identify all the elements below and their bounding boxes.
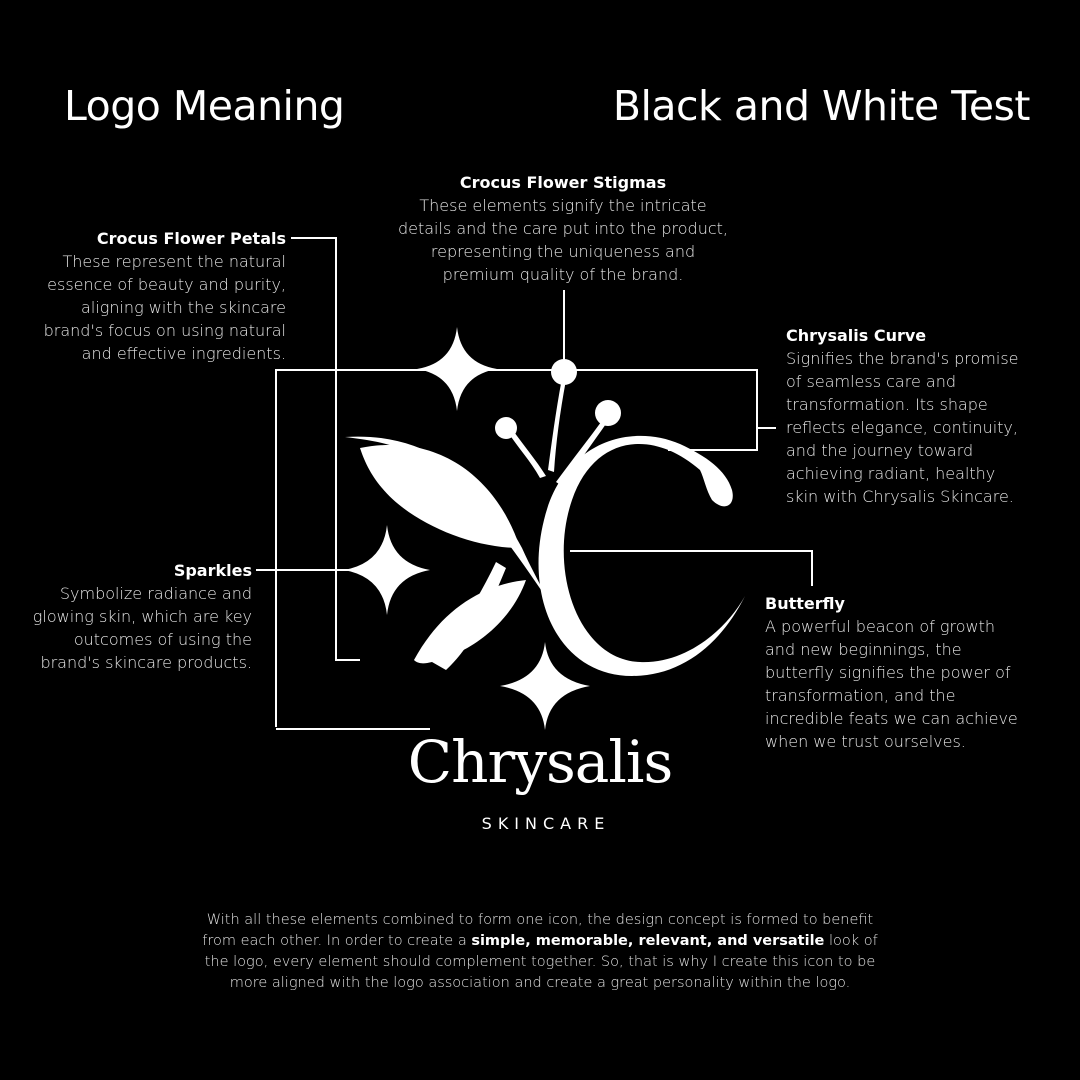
stigma-head-right bbox=[595, 400, 621, 426]
stigma-head-left bbox=[495, 417, 517, 439]
annotation-petals-title: Crocus Flower Petals bbox=[96, 229, 286, 248]
annotation-butterfly: Butterfly A powerful beacon of growth an… bbox=[765, 592, 1065, 753]
sparkle-icon bbox=[417, 327, 497, 411]
stigma-stem-center bbox=[548, 378, 566, 472]
concept-text-part2: look of the logo, every element should c… bbox=[204, 932, 878, 991]
leader-line-petals-lower bbox=[335, 437, 360, 661]
logo-meaning-heading: Logo Meaning bbox=[64, 82, 345, 130]
annotation-curve-body: Signifies the brand's promise of seamles… bbox=[786, 349, 1019, 506]
stigma-stem-left bbox=[508, 429, 546, 478]
chrysalis-logo-icon bbox=[345, 359, 745, 676]
diagonal-stroke bbox=[432, 562, 506, 670]
black-and-white-test-heading: Black and White Test bbox=[612, 82, 1031, 130]
annotation-stigmas-title: Crocus Flower Stigmas bbox=[459, 173, 667, 192]
concept-text-bold: simple, memorable, relevant, and versati… bbox=[471, 932, 825, 949]
stigma-stem-right bbox=[556, 418, 608, 486]
annotation-butterfly-body: A powerful beacon of growth and new begi… bbox=[765, 617, 1018, 751]
annotation-stigmas-body: These elements signify the intricate det… bbox=[397, 196, 729, 284]
annotation-sparkles-title: Sparkles bbox=[173, 561, 252, 580]
stigma-head-center bbox=[551, 359, 577, 385]
annotation-petals-body: These represent the natural essence of b… bbox=[43, 252, 286, 363]
leader-line-petals bbox=[291, 237, 337, 437]
leader-line-butterfly bbox=[570, 550, 813, 586]
concept-text-part1: With all these elements combined to form… bbox=[202, 911, 874, 949]
annotation-curve-title: Chrysalis Curve bbox=[786, 326, 927, 345]
leader-lines bbox=[256, 237, 813, 730]
sparkles bbox=[344, 327, 590, 730]
annotation-petals: Crocus Flower Petals These represent the… bbox=[20, 227, 286, 365]
upper-wing-leaf bbox=[360, 444, 520, 548]
annotation-sparkles-body: Symbolize radiance and glowing skin, whi… bbox=[32, 584, 252, 672]
leader-line-frame bbox=[275, 369, 758, 727]
annotation-butterfly-title: Butterfly bbox=[765, 594, 845, 613]
annotation-sparkles: Sparkles Symbolize radiance and glowing … bbox=[20, 559, 252, 674]
sparkle-icon bbox=[500, 642, 590, 730]
brand-tagline: SKINCARE bbox=[481, 814, 611, 833]
annotation-curve: Chrysalis Curve Signifies the brand's pr… bbox=[786, 324, 1066, 508]
sparkle-icon bbox=[344, 525, 430, 615]
brand-wordmark: Chrysalis bbox=[407, 728, 673, 796]
design-concept-paragraph: With all these elements combined to form… bbox=[190, 910, 890, 994]
annotation-stigmas: Crocus Flower Stigmas These elements sig… bbox=[380, 171, 746, 286]
